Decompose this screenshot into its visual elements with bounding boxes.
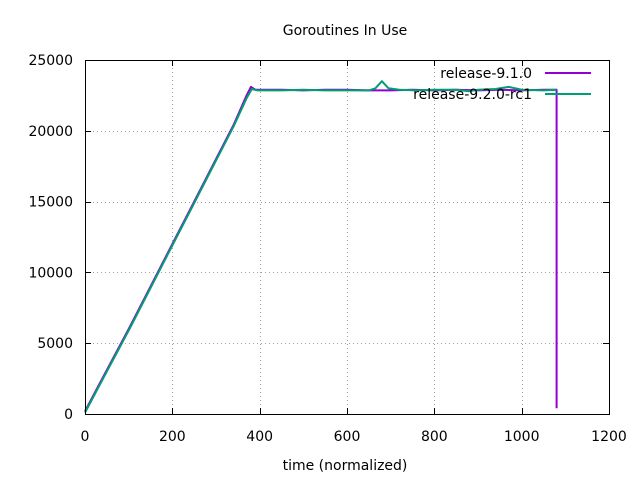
x-tick-label: 600	[334, 429, 361, 445]
x-tick-label: 1000	[504, 429, 540, 445]
chart-title: Goroutines In Use	[283, 23, 408, 39]
x-tick-label: 200	[159, 429, 186, 445]
series-line-2	[84, 80, 557, 414]
axis-ticks	[85, 60, 610, 415]
y-tick-label: 25000	[28, 53, 73, 69]
y-tick-label: 20000	[28, 124, 73, 140]
x-tick-label: 800	[421, 429, 448, 445]
x-tick-labels: 0 200 400 600 800 1000 1200	[81, 429, 627, 445]
y-tick-label: 15000	[28, 195, 73, 211]
x-tick-label: 0	[81, 429, 90, 445]
y-tick-label: 0	[64, 407, 73, 423]
series-line-1	[84, 85, 558, 412]
x-tick-label: 400	[246, 429, 273, 445]
legend: release-9.1.0 release-9.2.0-rc1	[413, 66, 591, 103]
legend-label-1: release-9.1.0	[440, 66, 532, 82]
x-axis-label: time (normalized)	[283, 458, 408, 474]
y-tick-labels: 0 5000 10000 15000 20000 25000	[28, 53, 73, 423]
x-tick-label: 1200	[591, 429, 627, 445]
y-tick-label: 10000	[28, 265, 73, 281]
plot-frame	[85, 60, 610, 415]
gridlines	[85, 60, 609, 414]
plot-area	[84, 80, 558, 414]
y-tick-label: 5000	[37, 336, 73, 352]
legend-label-2: release-9.2.0-rc1	[413, 87, 532, 103]
